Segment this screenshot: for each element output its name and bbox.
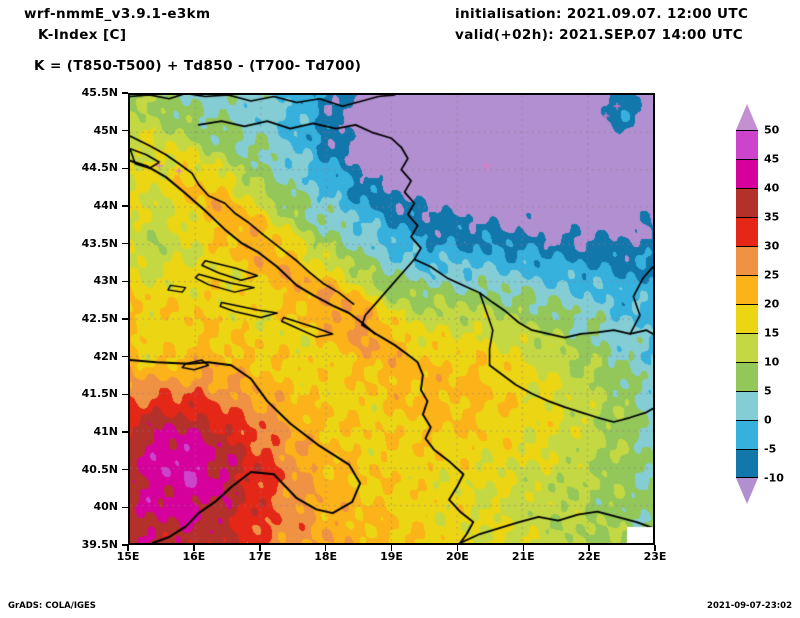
initialisation-time: initialisation: 2021.09.07. 12:00 UTC (455, 6, 749, 22)
x-axis-tick (193, 545, 195, 551)
colorbar-tick-label: -10 (764, 471, 784, 485)
x-axis-tick (588, 545, 590, 551)
colorbar-band (736, 188, 758, 217)
x-axis-label: 20E (445, 550, 469, 563)
colorbar-band (736, 130, 758, 159)
x-axis-tick (390, 545, 393, 551)
colorbar-band (736, 391, 758, 420)
x-axis-tick (654, 545, 656, 551)
y-axis-tick (122, 205, 128, 207)
colorbar-band (736, 449, 758, 478)
y-axis-label: 41N (93, 425, 118, 438)
valid-time: valid(+02h): 2021.SEP.07 14:00 UTC (455, 27, 744, 43)
colorbar-tick-label: 15 (764, 326, 780, 340)
x-axis-tick (456, 545, 459, 551)
colorbar-band (736, 275, 758, 304)
variable-name: K-Index [C] (38, 27, 127, 43)
colorbar-tick-label: 40 (764, 181, 780, 195)
map-plot-area[interactable] (128, 93, 655, 545)
colorbar-band (736, 246, 758, 275)
x-axis-label: 23E (643, 550, 667, 563)
colorbar-over-arrow-icon (736, 104, 758, 130)
timestamp-label: 2021-09-07-23:02 (707, 601, 792, 611)
colorbar-band (736, 420, 758, 449)
y-axis-label: 43N (93, 274, 118, 288)
x-axis-label: 17E (248, 550, 272, 563)
colorbar-tick-label: 20 (764, 297, 780, 311)
x-axis-tick (324, 545, 327, 551)
y-axis-tick (122, 92, 128, 94)
y-axis-label: 42.5N (81, 312, 118, 325)
y-axis-label: 41.5N (81, 387, 118, 401)
y-axis-label: 42N (93, 349, 118, 363)
colorbar-tick-label: 10 (764, 355, 780, 369)
colorbar-bands (736, 130, 758, 478)
x-axis-label: 15E (116, 550, 140, 563)
model-name: wrf-nmmE_v3.9.1-e3km (24, 6, 211, 22)
y-axis-label: 45N (93, 123, 118, 137)
x-axis-tick (522, 545, 524, 551)
colorbar-under-arrow-icon (736, 478, 758, 504)
colorbar-tick-label: 5 (764, 384, 772, 398)
x-axis-tick (259, 545, 261, 551)
colorbar-tick-label: 45 (764, 152, 780, 166)
colorbar-tick-label: 25 (764, 268, 780, 282)
y-axis-tick (122, 506, 128, 509)
y-axis-label: 40.5N (81, 462, 118, 476)
colorbar-tick-label: 0 (764, 413, 772, 427)
y-axis-label: 44N (93, 199, 118, 212)
y-axis-tick (122, 242, 128, 245)
y-axis-tick (122, 318, 128, 320)
colorbar-tick-label: 35 (764, 210, 780, 224)
x-axis-label: 18E (314, 550, 338, 563)
x-axis-label: 19E (380, 550, 403, 563)
y-axis-tick (122, 355, 128, 358)
y-axis-tick (122, 544, 128, 546)
y-axis-tick (122, 431, 128, 433)
y-axis-label: 44.5N (81, 161, 118, 175)
x-axis-tick (127, 545, 129, 551)
colorbar-band (736, 362, 758, 391)
credit-label: GrADS: COLA/IGES (8, 601, 96, 611)
colorbar-tick-label: 50 (764, 123, 780, 137)
y-axis-label: 40N (93, 500, 118, 514)
colorbar-tick-label: -5 (764, 442, 777, 456)
y-axis-tick (122, 280, 128, 283)
colorbar[interactable]: 50 45 40 35 30 25 20 15 10 5 0 -5 -10 (728, 104, 788, 504)
x-axis-label: 22E (577, 550, 601, 563)
formula-text: K = (T850-T500) + Td850 - (T700- Td700) (34, 58, 362, 74)
x-axis-label: 16E (182, 550, 206, 563)
y-axis-label: 45.5N (81, 86, 118, 99)
y-axis-tick (122, 468, 128, 471)
colorbar-band (736, 217, 758, 246)
y-axis-tick (122, 167, 128, 170)
kindex-field-canvas (130, 95, 653, 543)
y-axis-tick (122, 129, 128, 132)
y-axis-label: 39.5N (81, 538, 118, 551)
colorbar-tick-label: 30 (764, 239, 780, 253)
colorbar-band (736, 159, 758, 188)
colorbar-band (736, 333, 758, 362)
colorbar-band (736, 304, 758, 333)
x-axis-label: 21E (511, 550, 535, 563)
y-axis-label: 43.5N (81, 236, 118, 250)
y-axis-tick (122, 393, 128, 396)
